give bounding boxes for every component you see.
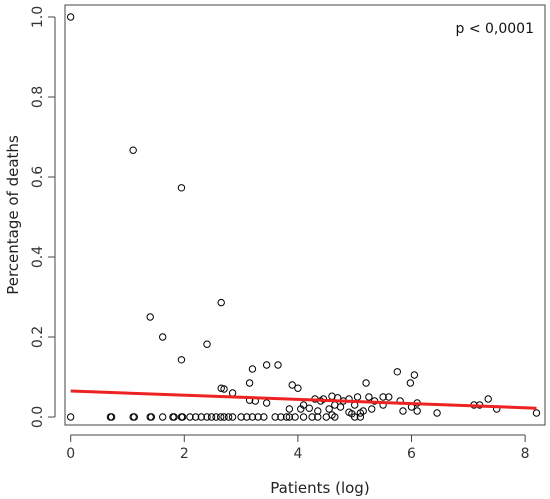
data-point [159, 413, 167, 421]
data-point [66, 413, 75, 421]
data-point [484, 395, 492, 403]
data-point [274, 361, 282, 369]
data-point [197, 413, 206, 421]
data-point [159, 333, 167, 341]
data-point [203, 413, 211, 421]
y-tick-label: 0.8 [30, 86, 46, 108]
data-point [410, 371, 419, 379]
data-point [203, 340, 211, 348]
y-axis: 0.0 0.2 0.4 0.6 0.8 1.0 [30, 6, 56, 428]
data-point [212, 413, 220, 421]
data-point [433, 409, 441, 417]
data-point [351, 413, 359, 421]
data-point [207, 413, 216, 421]
x-axis: 0 2 4 6 8 [66, 434, 530, 462]
data-point [291, 413, 299, 421]
data-point [254, 413, 262, 421]
data-point [356, 413, 365, 421]
data-point [294, 384, 302, 392]
data-point [299, 413, 308, 421]
data-point [288, 381, 296, 389]
data-point [282, 413, 291, 421]
data-point [178, 413, 187, 421]
data-point [170, 413, 178, 421]
data-point [331, 413, 339, 421]
plot-frame [64, 4, 546, 426]
data-point [532, 409, 541, 417]
data-point [305, 404, 313, 412]
data-point [237, 413, 245, 421]
data-point [322, 413, 331, 421]
data-point [413, 407, 421, 415]
data-point [314, 407, 322, 415]
data-point [262, 361, 271, 369]
data-point [217, 298, 225, 307]
data-point [186, 413, 194, 421]
data-point [216, 413, 225, 421]
data-point [379, 393, 387, 401]
data-point [248, 413, 257, 421]
data-point [177, 356, 186, 364]
x-tick-label: 8 [521, 446, 530, 462]
data-point [393, 368, 402, 376]
data-point [399, 407, 407, 415]
data-point [220, 385, 228, 393]
data-point [277, 413, 285, 421]
y-tick-label: 1.0 [30, 6, 46, 28]
data-point [146, 313, 154, 321]
data-point [308, 413, 316, 421]
data-point [107, 413, 116, 421]
data-point [262, 399, 271, 407]
data-point [285, 413, 294, 421]
y-tick-label: 0.4 [30, 246, 46, 268]
data-point [336, 403, 345, 411]
data-point [368, 405, 376, 413]
data-point [248, 365, 257, 373]
data-point [260, 413, 268, 421]
x-tick-label: 4 [293, 446, 302, 462]
data-point [314, 413, 322, 421]
data-point [228, 413, 237, 421]
data-point [297, 405, 305, 413]
data-point [224, 413, 233, 421]
x-axis-title: Patients (log) [270, 479, 369, 497]
data-point [385, 393, 393, 401]
data-point [220, 413, 228, 421]
data-point [177, 184, 186, 192]
data-point [406, 379, 415, 387]
data-point [130, 413, 139, 421]
data-point [353, 393, 362, 401]
data-point [271, 413, 279, 421]
regression-line [70, 389, 537, 410]
data-point [365, 393, 373, 401]
data-point [217, 384, 225, 392]
x-tick-label: 0 [66, 446, 75, 462]
data-point [325, 405, 333, 413]
data-point [228, 389, 237, 397]
p-value-annotation: p < 0,0001 [455, 21, 534, 37]
x-tick-label: 6 [407, 446, 416, 462]
data-point [66, 13, 75, 21]
x-tick-label: 2 [180, 446, 189, 462]
data-point [285, 405, 294, 413]
y-tick-label: 0.2 [30, 326, 46, 348]
data-point [129, 146, 137, 154]
data-point [245, 379, 254, 387]
y-tick-label: 0.0 [30, 406, 46, 428]
y-axis-title: Percentage of deaths [4, 135, 22, 295]
data-points [66, 13, 541, 421]
data-point [147, 413, 156, 421]
data-point [356, 409, 365, 417]
data-point [362, 379, 370, 387]
data-point [191, 413, 200, 421]
y-tick-label: 0.6 [30, 166, 46, 188]
data-point [243, 413, 251, 421]
